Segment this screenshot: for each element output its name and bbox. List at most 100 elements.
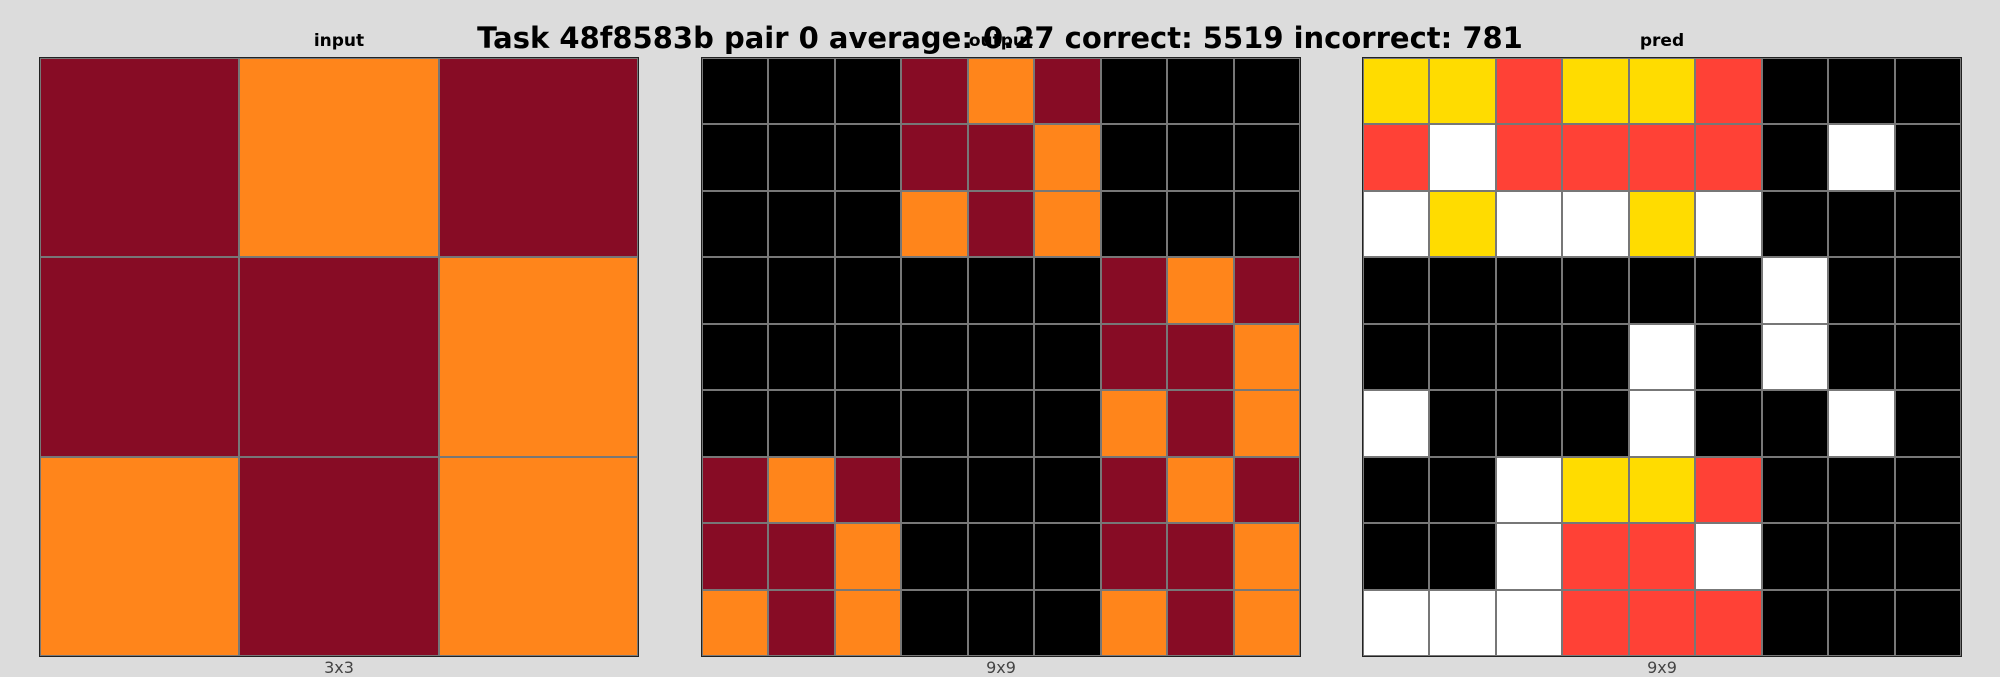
grid-cell [1429,190,1496,258]
grid-cell [40,58,240,258]
output-dims-label: 9x9 [986,658,1016,677]
output-panel-label: output [968,31,1034,51]
grid-cell [40,456,240,656]
grid-cell [1628,390,1696,457]
grid-cell [1363,589,1430,656]
grid-cell [1100,124,1168,191]
grid-cell [1761,58,1829,125]
grid-cell [768,58,835,125]
grid-cell [967,589,1035,656]
grid-cell [1363,390,1430,457]
grid-cell [1894,124,1961,191]
grid-cell [901,456,968,524]
grid-cell [1034,124,1101,191]
pred-panel-label: pred [1639,31,1685,51]
grid-cell [768,456,835,524]
pred-panel: pred 9x9 [1362,31,1962,677]
grid-cell [1429,456,1496,524]
grid-cell [1562,589,1629,656]
grid-cell [1429,589,1496,656]
grid-cell [1562,456,1629,524]
grid-cell [1100,589,1168,656]
grid-cell [1628,323,1696,391]
grid-cell [1894,323,1961,391]
grid-cell [1429,523,1496,590]
grid-cell [702,190,769,258]
grid-cell [1363,257,1430,324]
grid-cell [702,589,769,656]
grid-cell [239,456,439,656]
grid-cell [1562,58,1629,125]
grid-cell [1695,190,1762,258]
grid-cell [901,58,968,125]
grid-cell [1429,323,1496,391]
grid-cell [702,456,769,524]
grid-cell [1495,323,1563,391]
grid-cell [1695,456,1762,524]
grid-cell [967,390,1035,457]
grid-cell [1363,456,1430,524]
grid-cell [967,190,1035,258]
grid-cell [1828,523,1895,590]
grid-cell [1628,589,1696,656]
grid-cell [1562,390,1629,457]
grid-cell [1761,190,1829,258]
grid-cell [1233,190,1300,258]
grid-cell [834,390,902,457]
grid-cell [1828,58,1895,125]
grid-cell [768,257,835,324]
grid-cell [834,589,902,656]
grid-cell [1034,523,1101,590]
grid-cell [1034,589,1101,656]
grid-cell [967,523,1035,590]
grid-cell [1100,190,1168,258]
grid-cell [1495,456,1563,524]
grid-cell [1562,323,1629,391]
grid-cell [1233,257,1300,324]
grid-cell [1695,523,1762,590]
input-dims-label: 3x3 [324,658,354,677]
grid-cell [1100,323,1168,391]
grid-cell [1562,124,1629,191]
output-panel: output 9x9 [701,31,1301,677]
grid-cell [1100,390,1168,457]
grid-cell [1894,257,1961,324]
grid-cell [1167,323,1234,391]
grid-cell [1495,190,1563,258]
grid-cell [1628,257,1696,324]
grid-cell [1167,390,1234,457]
grid-cell [702,257,769,324]
grid-cell [1100,58,1168,125]
grid-cell [1562,523,1629,590]
grid-cell [1495,390,1563,457]
grid-cell [901,124,968,191]
grid-cell [239,58,439,258]
grid-cell [768,190,835,258]
grid-cell [834,190,902,258]
grid-cell [1495,257,1563,324]
grid-cell [768,323,835,391]
grid-cell [702,124,769,191]
grid-cell [834,257,902,324]
output-grid [701,57,1301,657]
grid-cell [1628,523,1696,590]
grid-cell [1628,124,1696,191]
grid-cell [1034,390,1101,457]
grid-cell [1828,589,1895,656]
grid-cell [702,523,769,590]
grid-cell [1034,58,1101,125]
grid-cell [1167,523,1234,590]
grid-cell [1628,190,1696,258]
grid-cell [702,390,769,457]
grid-cell [834,456,902,524]
grid-cell [1761,124,1829,191]
grid-cell [1695,257,1762,324]
grid-cell [1363,523,1430,590]
grid-cell [1167,589,1234,656]
grid-cell [967,323,1035,391]
grid-cell [1761,456,1829,524]
grid-cell [1167,257,1234,324]
pred-dims-label: 9x9 [1647,658,1677,677]
grid-cell [1167,124,1234,191]
grid-cell [967,124,1035,191]
